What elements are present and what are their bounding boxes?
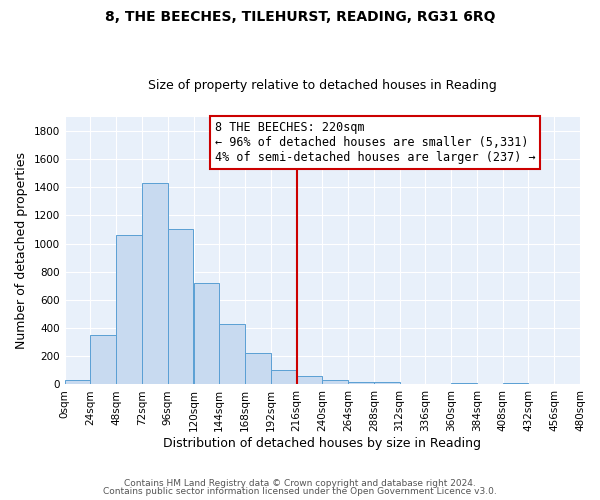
Bar: [193, 283, 219, 384]
Bar: [348, 382, 374, 384]
X-axis label: Distribution of detached houses by size in Reading: Distribution of detached houses by size …: [163, 437, 481, 450]
Text: 8 THE BEECHES: 220sqm
← 96% of detached houses are smaller (5,331)
4% of semi-de: 8 THE BEECHES: 220sqm ← 96% of detached …: [215, 121, 536, 164]
Text: Contains HM Land Registry data © Crown copyright and database right 2024.: Contains HM Land Registry data © Crown c…: [124, 478, 476, 488]
Text: 8, THE BEECHES, TILEHURST, READING, RG31 6RQ: 8, THE BEECHES, TILEHURST, READING, RG31…: [105, 10, 495, 24]
Bar: [322, 380, 348, 384]
Title: Size of property relative to detached houses in Reading: Size of property relative to detached ho…: [148, 79, 497, 92]
Bar: [168, 230, 193, 384]
Bar: [245, 353, 271, 384]
Bar: [219, 324, 245, 384]
Y-axis label: Number of detached properties: Number of detached properties: [15, 152, 28, 349]
Bar: [374, 382, 400, 384]
Bar: [271, 370, 296, 384]
Text: Contains public sector information licensed under the Open Government Licence v3: Contains public sector information licen…: [103, 487, 497, 496]
Bar: [91, 335, 116, 384]
Bar: [142, 183, 168, 384]
Bar: [116, 235, 142, 384]
Bar: [503, 383, 529, 384]
Bar: [296, 376, 322, 384]
Bar: [65, 380, 91, 384]
Bar: [451, 383, 477, 384]
